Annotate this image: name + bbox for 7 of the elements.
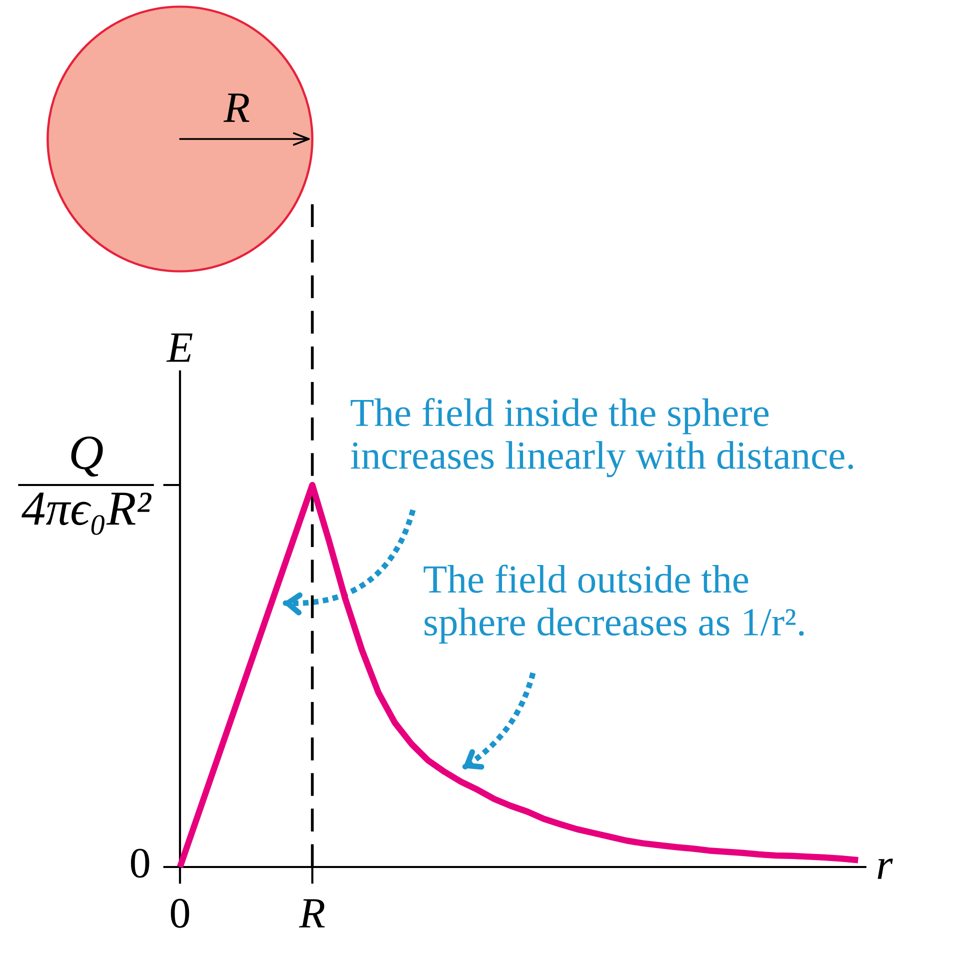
- annotation: The field outside the sphere decreases as 1/r².: [424, 564, 804, 644]
- text: The field inside the sphere increases linearly with distance.: [350, 398, 853, 478]
- text: R: [224, 94, 250, 122]
- text: 0: [130, 848, 150, 878]
- y-axis-title: E: [166, 334, 192, 362]
- x-axis-title: r: [878, 858, 893, 879]
- text: Q 4πϵ₀R²: [22, 436, 152, 535]
